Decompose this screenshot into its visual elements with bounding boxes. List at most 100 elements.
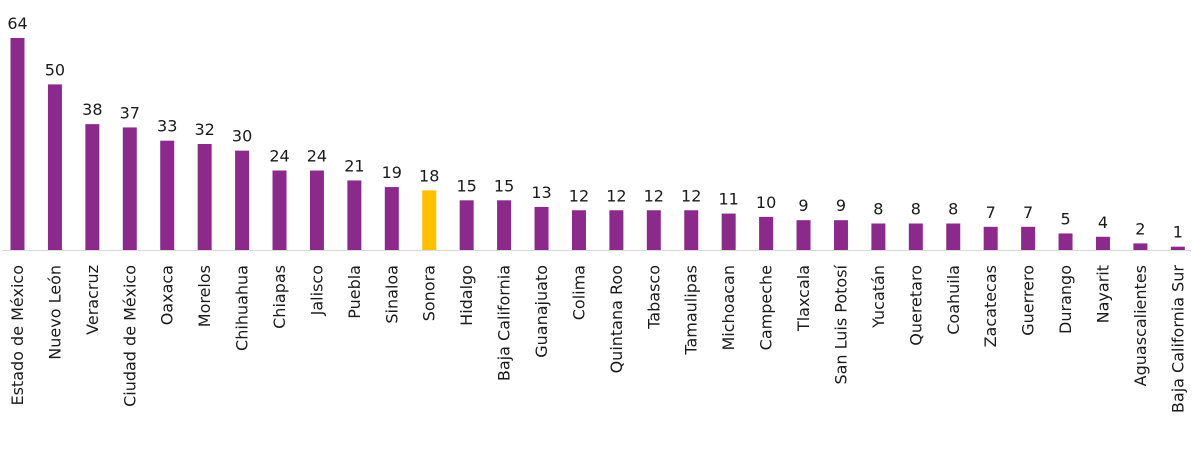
bar-tabasco — [646, 210, 661, 250]
value-label-baja-california: 15 — [494, 176, 514, 195]
category-label-ciudad-de-mexico: Ciudad de México — [120, 265, 139, 407]
value-label-campeche: 10 — [756, 193, 776, 212]
category-label-nuevo-leon: Nuevo León — [45, 265, 64, 360]
value-label-durango: 5 — [1060, 209, 1070, 228]
bar-san-luis-potosi — [833, 220, 848, 250]
value-label-veracruz: 38 — [82, 100, 102, 119]
value-label-oaxaca: 33 — [157, 117, 177, 136]
value-label-sonora: 18 — [419, 166, 439, 185]
bar-guanajuato — [534, 206, 549, 250]
value-label-nayarit: 4 — [1098, 213, 1108, 232]
category-label-quintana-roo: Quintana Roo — [607, 265, 626, 373]
value-label-estado-de-mexico: 64 — [7, 14, 27, 33]
category-label-baja-california: Baja California — [495, 265, 514, 381]
bar-campeche — [759, 216, 774, 251]
bar-estado-de-mexico — [10, 38, 25, 250]
bar-sinaloa — [384, 187, 399, 250]
category-label-yucatan: Yucatán — [869, 265, 888, 329]
value-label-baja-california-sur: 1 — [1173, 223, 1183, 242]
value-label-zacatecas: 7 — [986, 203, 996, 222]
category-label-durango: Durango — [1056, 265, 1075, 334]
bar-aguascalientes — [1133, 243, 1148, 251]
category-label-nayarit: Nayarit — [1093, 265, 1112, 323]
category-label-jalisco: Jalisco — [307, 265, 326, 316]
bar-colima — [571, 210, 586, 250]
value-label-colima: 12 — [569, 186, 589, 205]
bar-oaxaca — [160, 140, 175, 250]
bar-sonora — [422, 190, 437, 251]
category-label-coahuila: Coahuila — [944, 265, 963, 335]
bar-durango — [1058, 233, 1073, 250]
category-label-zacatecas: Zacatecas — [981, 265, 1000, 347]
category-label-tabasco: Tabasco — [644, 265, 663, 330]
bar-tlaxcala — [796, 220, 811, 250]
value-label-guerrero: 7 — [1023, 203, 1033, 222]
bar-coahuila — [946, 223, 961, 250]
value-label-puebla: 21 — [344, 156, 364, 175]
value-label-michoacan: 11 — [718, 190, 738, 209]
category-label-sinaloa: Sinaloa — [382, 265, 401, 324]
bar-michoacan — [721, 213, 736, 250]
bar-hidalgo — [459, 200, 474, 250]
category-label-estado-de-mexico: Estado de México — [8, 265, 27, 406]
category-label-campeche: Campeche — [757, 265, 776, 350]
bar-queretaro — [908, 223, 923, 250]
category-label-oaxaca: Oaxaca — [158, 265, 177, 325]
bar-nayarit — [1095, 236, 1110, 250]
bar-zacatecas — [983, 226, 998, 250]
value-label-sinaloa: 19 — [382, 163, 402, 182]
category-label-san-luis-potosi: San Luis Potosí — [831, 264, 850, 384]
category-label-michoacan: Michoacan — [719, 265, 738, 351]
value-label-yucatan: 8 — [873, 200, 883, 219]
category-label-chihuahua: Chihuahua — [233, 265, 252, 351]
bar-ciudad-de-mexico — [122, 127, 137, 250]
category-label-aguascalientes: Aguascalientes — [1131, 265, 1150, 386]
category-label-hidalgo: Hidalgo — [457, 265, 476, 326]
category-label-queretaro: Queretaro — [906, 265, 925, 346]
bar-jalisco — [309, 170, 324, 250]
value-label-morelos: 32 — [194, 120, 214, 139]
bar-yucatan — [871, 223, 886, 250]
value-label-tabasco: 12 — [644, 186, 664, 205]
bar-tamaulipas — [684, 210, 699, 250]
value-label-aguascalientes: 2 — [1135, 219, 1145, 238]
value-label-nuevo-leon: 50 — [45, 60, 65, 79]
value-label-quintana-roo: 12 — [606, 186, 626, 205]
bar-quintana-roo — [609, 210, 624, 250]
value-label-jalisco: 24 — [307, 147, 327, 166]
bar-morelos — [197, 144, 212, 250]
value-label-hidalgo: 15 — [456, 176, 476, 195]
value-label-queretaro: 8 — [911, 200, 921, 219]
value-label-tamaulipas: 12 — [681, 186, 701, 205]
bar-veracruz — [85, 124, 100, 251]
category-label-tamaulipas: Tamaulipas — [682, 265, 701, 356]
value-label-san-luis-potosi: 9 — [836, 196, 846, 215]
value-label-chihuahua: 30 — [232, 127, 252, 146]
bar-baja-california — [497, 200, 512, 250]
bar-nuevo-leon — [47, 84, 62, 251]
bars-group — [10, 38, 1185, 251]
value-label-chiapas: 24 — [269, 147, 289, 166]
category-label-chiapas: Chiapas — [270, 265, 289, 329]
category-label-colima: Colima — [569, 265, 588, 320]
category-label-sonora: Sonora — [420, 265, 439, 321]
category-label-veracruz: Veracruz — [83, 265, 102, 335]
value-label-tlaxcala: 9 — [798, 196, 808, 215]
bar-chihuahua — [235, 150, 250, 251]
bar-chiapas — [272, 170, 287, 250]
value-label-guanajuato: 13 — [531, 183, 551, 202]
bar-baja-california-sur — [1170, 246, 1185, 250]
category-labels-group: Estado de México Nuevo León Veracruz Ciudad… — [8, 264, 1187, 413]
category-label-puebla: Puebla — [345, 265, 364, 319]
category-label-tlaxcala: Tlaxcala — [794, 265, 813, 332]
category-label-guanajuato: Guanajuato — [532, 265, 551, 358]
category-label-morelos: Morelos — [195, 265, 214, 327]
category-label-baja-california-sur: Baja California Sur — [1168, 265, 1187, 413]
value-label-ciudad-de-mexico: 37 — [120, 103, 140, 122]
value-label-coahuila: 8 — [948, 200, 958, 219]
category-label-guerrero: Guerrero — [1019, 265, 1038, 336]
bar-puebla — [347, 180, 362, 250]
